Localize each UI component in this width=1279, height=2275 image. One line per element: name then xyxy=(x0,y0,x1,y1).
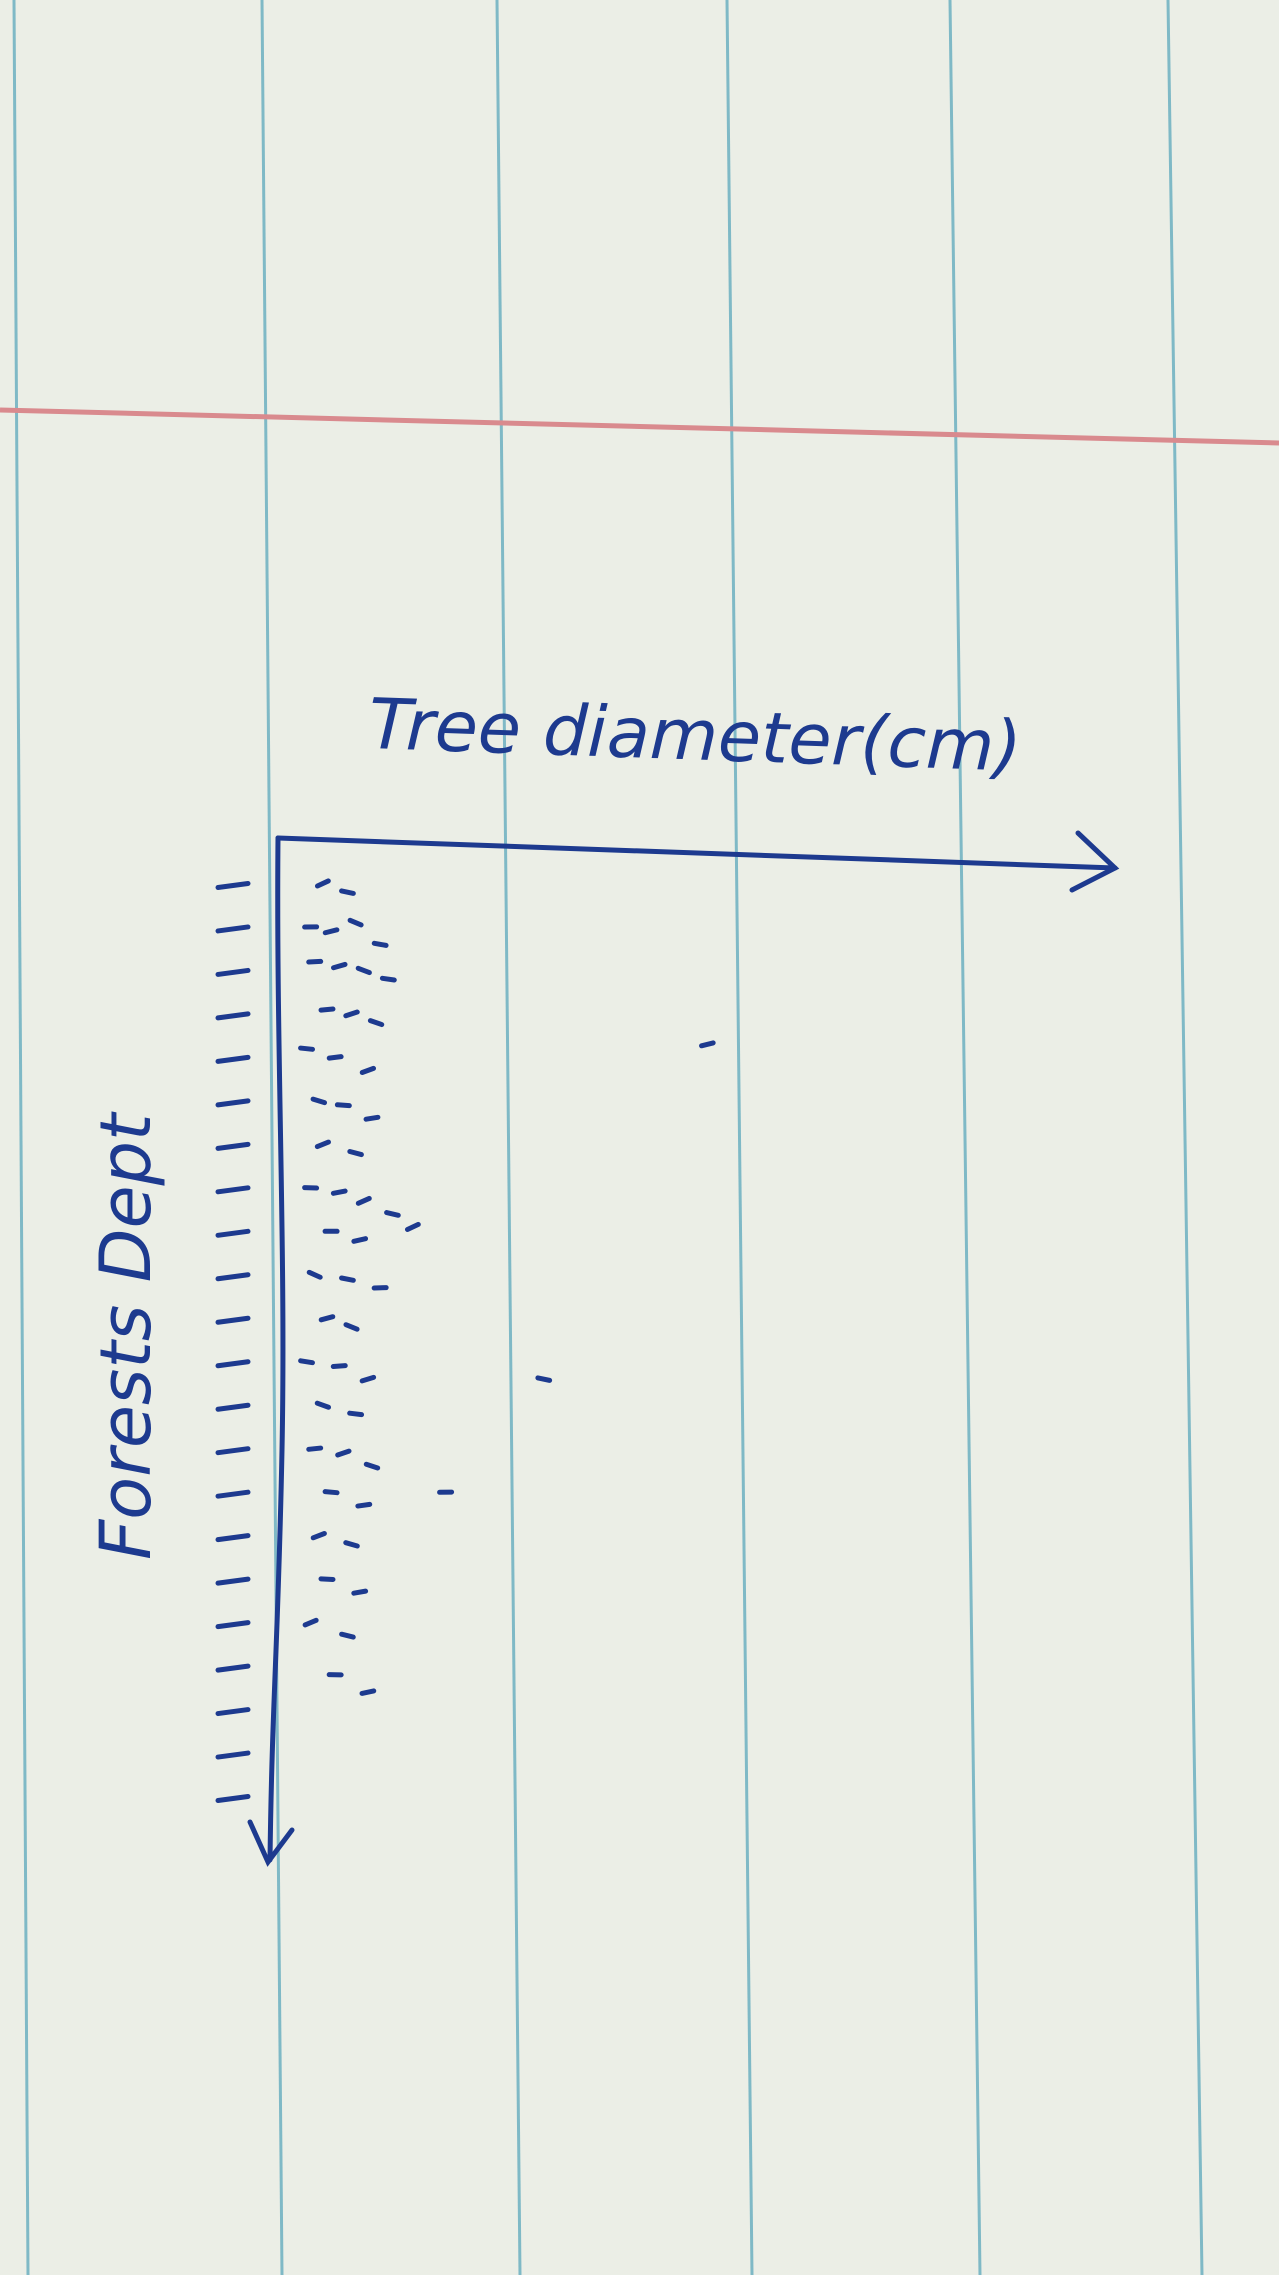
scatter-point xyxy=(355,1195,372,1206)
scatter-point xyxy=(326,1054,344,1061)
y-axis-arrowhead xyxy=(247,1819,295,1867)
scatter-point xyxy=(339,888,356,896)
scatter-point xyxy=(330,961,348,971)
scatter-point xyxy=(347,1410,365,1418)
scatter-point xyxy=(359,1065,377,1075)
y-tick-mark xyxy=(215,1750,251,1760)
scatter-point xyxy=(363,1114,381,1122)
rule-line xyxy=(495,0,522,2275)
scatter-point xyxy=(330,1188,348,1196)
scatter-point xyxy=(339,1631,356,1640)
paper-margin-line xyxy=(0,407,1279,446)
scatter-point xyxy=(359,1374,377,1384)
scatter-point xyxy=(355,965,372,976)
scatter-point xyxy=(318,1006,336,1013)
y-axis xyxy=(247,835,295,1867)
scatter-point xyxy=(355,1501,373,1509)
rule-line xyxy=(12,0,30,2275)
scatter-point xyxy=(306,1445,324,1452)
y-tick-mark xyxy=(215,967,251,977)
scatter-point xyxy=(347,917,364,928)
scatter-point xyxy=(306,1269,323,1280)
y-tick-mark xyxy=(215,1620,251,1630)
y-tick-mark xyxy=(215,880,251,890)
scatter-point xyxy=(339,1275,356,1283)
y-tick-mark xyxy=(215,1011,251,1021)
y-tick-mark xyxy=(215,1054,251,1064)
scatter-point xyxy=(699,1040,716,1049)
scatter-point xyxy=(367,1018,385,1028)
scatter-point xyxy=(351,1236,369,1244)
y-tick-mark xyxy=(215,1359,251,1369)
x-axis-line xyxy=(275,835,1118,871)
scatter-points xyxy=(298,878,716,1696)
y-tick-mark xyxy=(215,1794,251,1804)
scatter-point xyxy=(343,1322,360,1332)
rule-line xyxy=(1166,0,1204,2275)
rule-line xyxy=(725,0,754,2275)
y-tick-mark xyxy=(215,1707,251,1717)
rule-line xyxy=(260,0,284,2275)
scatter-point xyxy=(310,1531,327,1541)
scatter-point xyxy=(322,1489,340,1496)
scatter-point xyxy=(404,1221,421,1232)
scatter-point xyxy=(359,1688,377,1696)
y-tick-mark xyxy=(215,1228,251,1238)
scatter-point xyxy=(318,1314,336,1323)
scatter-point xyxy=(322,927,340,936)
y-tick-mark xyxy=(215,1489,251,1499)
scatter-point xyxy=(351,1588,369,1596)
rule-line xyxy=(948,0,982,2275)
scatter-point xyxy=(306,958,324,965)
y-tick-mark xyxy=(215,924,251,934)
scatter-point xyxy=(335,1448,352,1458)
y-tick-mark xyxy=(215,1576,251,1586)
y-tick-mark xyxy=(215,1402,251,1412)
scatter-point xyxy=(379,975,397,983)
scatter-point xyxy=(318,1576,336,1582)
scatter-point xyxy=(314,1139,331,1150)
scatter-point xyxy=(330,1363,348,1370)
scatter-point xyxy=(334,1102,352,1109)
scatter-point xyxy=(298,1358,315,1366)
y-tick-mark xyxy=(215,1446,251,1456)
x-axis xyxy=(275,830,1120,893)
scatter-point xyxy=(371,940,389,948)
scatter-point xyxy=(302,1617,319,1628)
x-axis-arrowhead xyxy=(1069,830,1120,893)
scatter-point xyxy=(314,878,331,889)
y-tick-mark xyxy=(215,1533,251,1543)
y-axis-ticks xyxy=(215,880,251,1804)
scatter-point xyxy=(343,1009,360,1019)
paper-rule-lines xyxy=(12,0,1204,2275)
scatter-point xyxy=(298,1045,316,1052)
y-axis-line xyxy=(267,835,286,1863)
scatter-point xyxy=(314,1400,332,1410)
scatter-point xyxy=(535,1375,553,1383)
y-tick-mark xyxy=(215,1663,251,1673)
y-tick-mark xyxy=(215,1185,251,1195)
y-tick-mark xyxy=(215,1098,251,1108)
scatter-point xyxy=(343,1540,360,1549)
scatter-point xyxy=(310,1096,328,1106)
y-axis-label: Forests Dept xyxy=(85,1111,167,1560)
y-tick-mark xyxy=(215,1141,251,1151)
y-tick-mark xyxy=(215,1272,251,1282)
scatter-point xyxy=(384,1210,401,1218)
y-tick-mark xyxy=(215,1315,251,1325)
scatter-point xyxy=(363,1461,381,1471)
scatter-point xyxy=(347,1148,364,1158)
